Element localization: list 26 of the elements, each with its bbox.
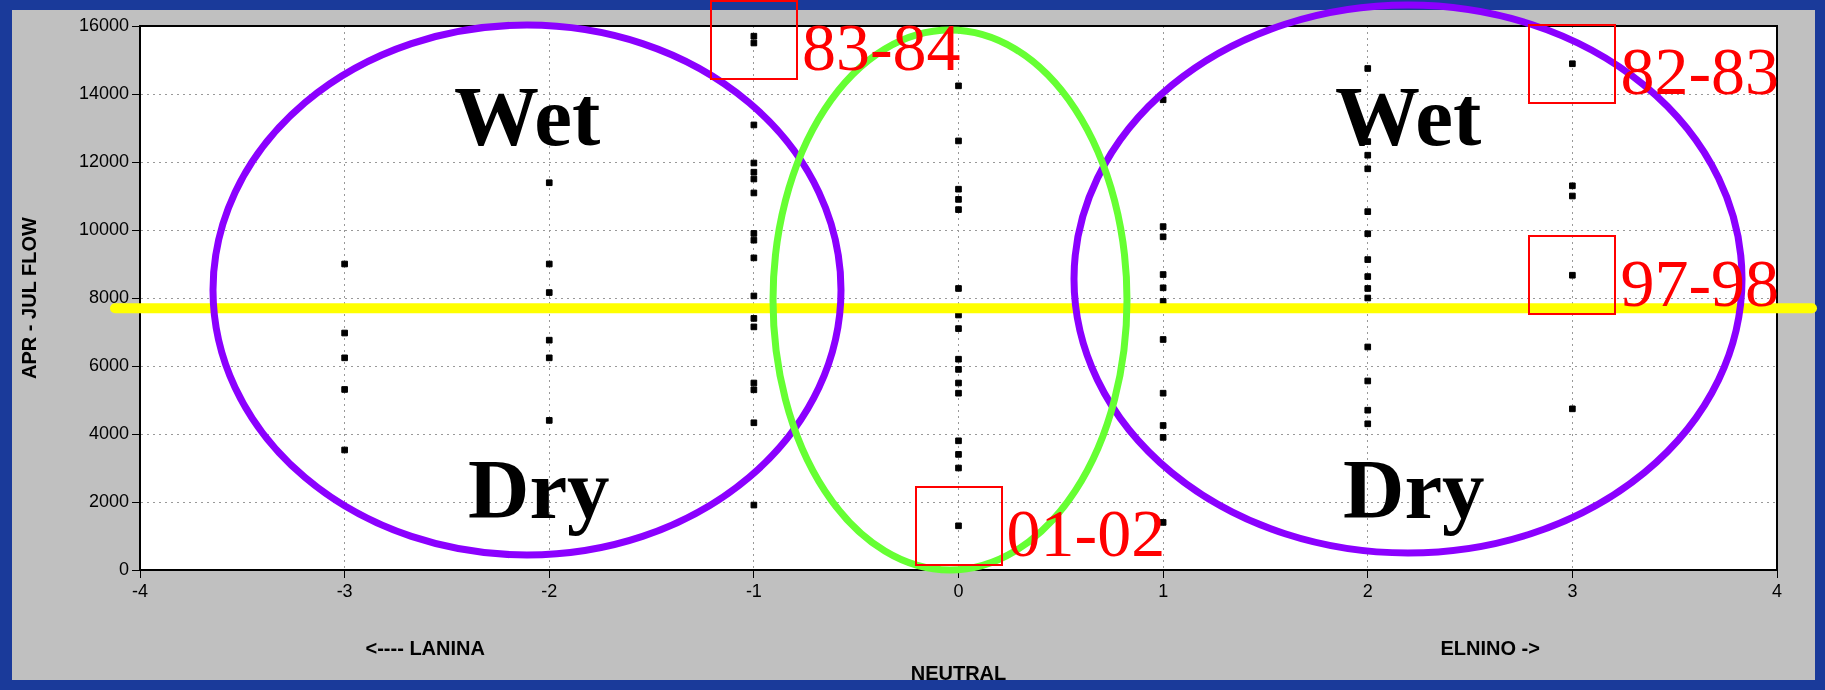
x-tick-label: 2 — [1362, 580, 1373, 601]
y-tick-label: 2000 — [88, 490, 129, 511]
x-tick-label: -3 — [336, 580, 353, 601]
x-tick-label: 3 — [1567, 580, 1578, 601]
x-tick-label: -2 — [541, 580, 558, 601]
annotation: Dry — [1343, 441, 1485, 538]
y-tick-label: 0 — [118, 558, 129, 579]
y-tick-label: 4000 — [88, 422, 129, 443]
y-tick-label: 6000 — [88, 354, 129, 375]
x-tick-label: 0 — [953, 580, 964, 601]
y-tick-label: 12000 — [78, 150, 129, 171]
annotation: Wet — [1335, 68, 1482, 165]
y-axis-title: APR - JUL FLOW — [17, 216, 40, 379]
text: <---- LANINA — [365, 636, 485, 660]
y-tick-label: 8000 — [88, 286, 129, 307]
annotation: Dry — [468, 441, 610, 538]
y-tick-label: 14000 — [78, 82, 129, 103]
x-axis-title: NEUTRAL — [910, 661, 1007, 684]
text: ELNINO -> — [1440, 636, 1540, 660]
x-tick-label: 4 — [1771, 580, 1783, 601]
x-tick-label: 1 — [1158, 580, 1169, 601]
annotation: Wet — [454, 68, 601, 165]
x-tick-label: -1 — [745, 580, 762, 601]
x-tick-label: -4 — [131, 580, 149, 601]
y-tick-label: 10000 — [78, 218, 129, 239]
y-tick-label: 16000 — [78, 14, 129, 35]
